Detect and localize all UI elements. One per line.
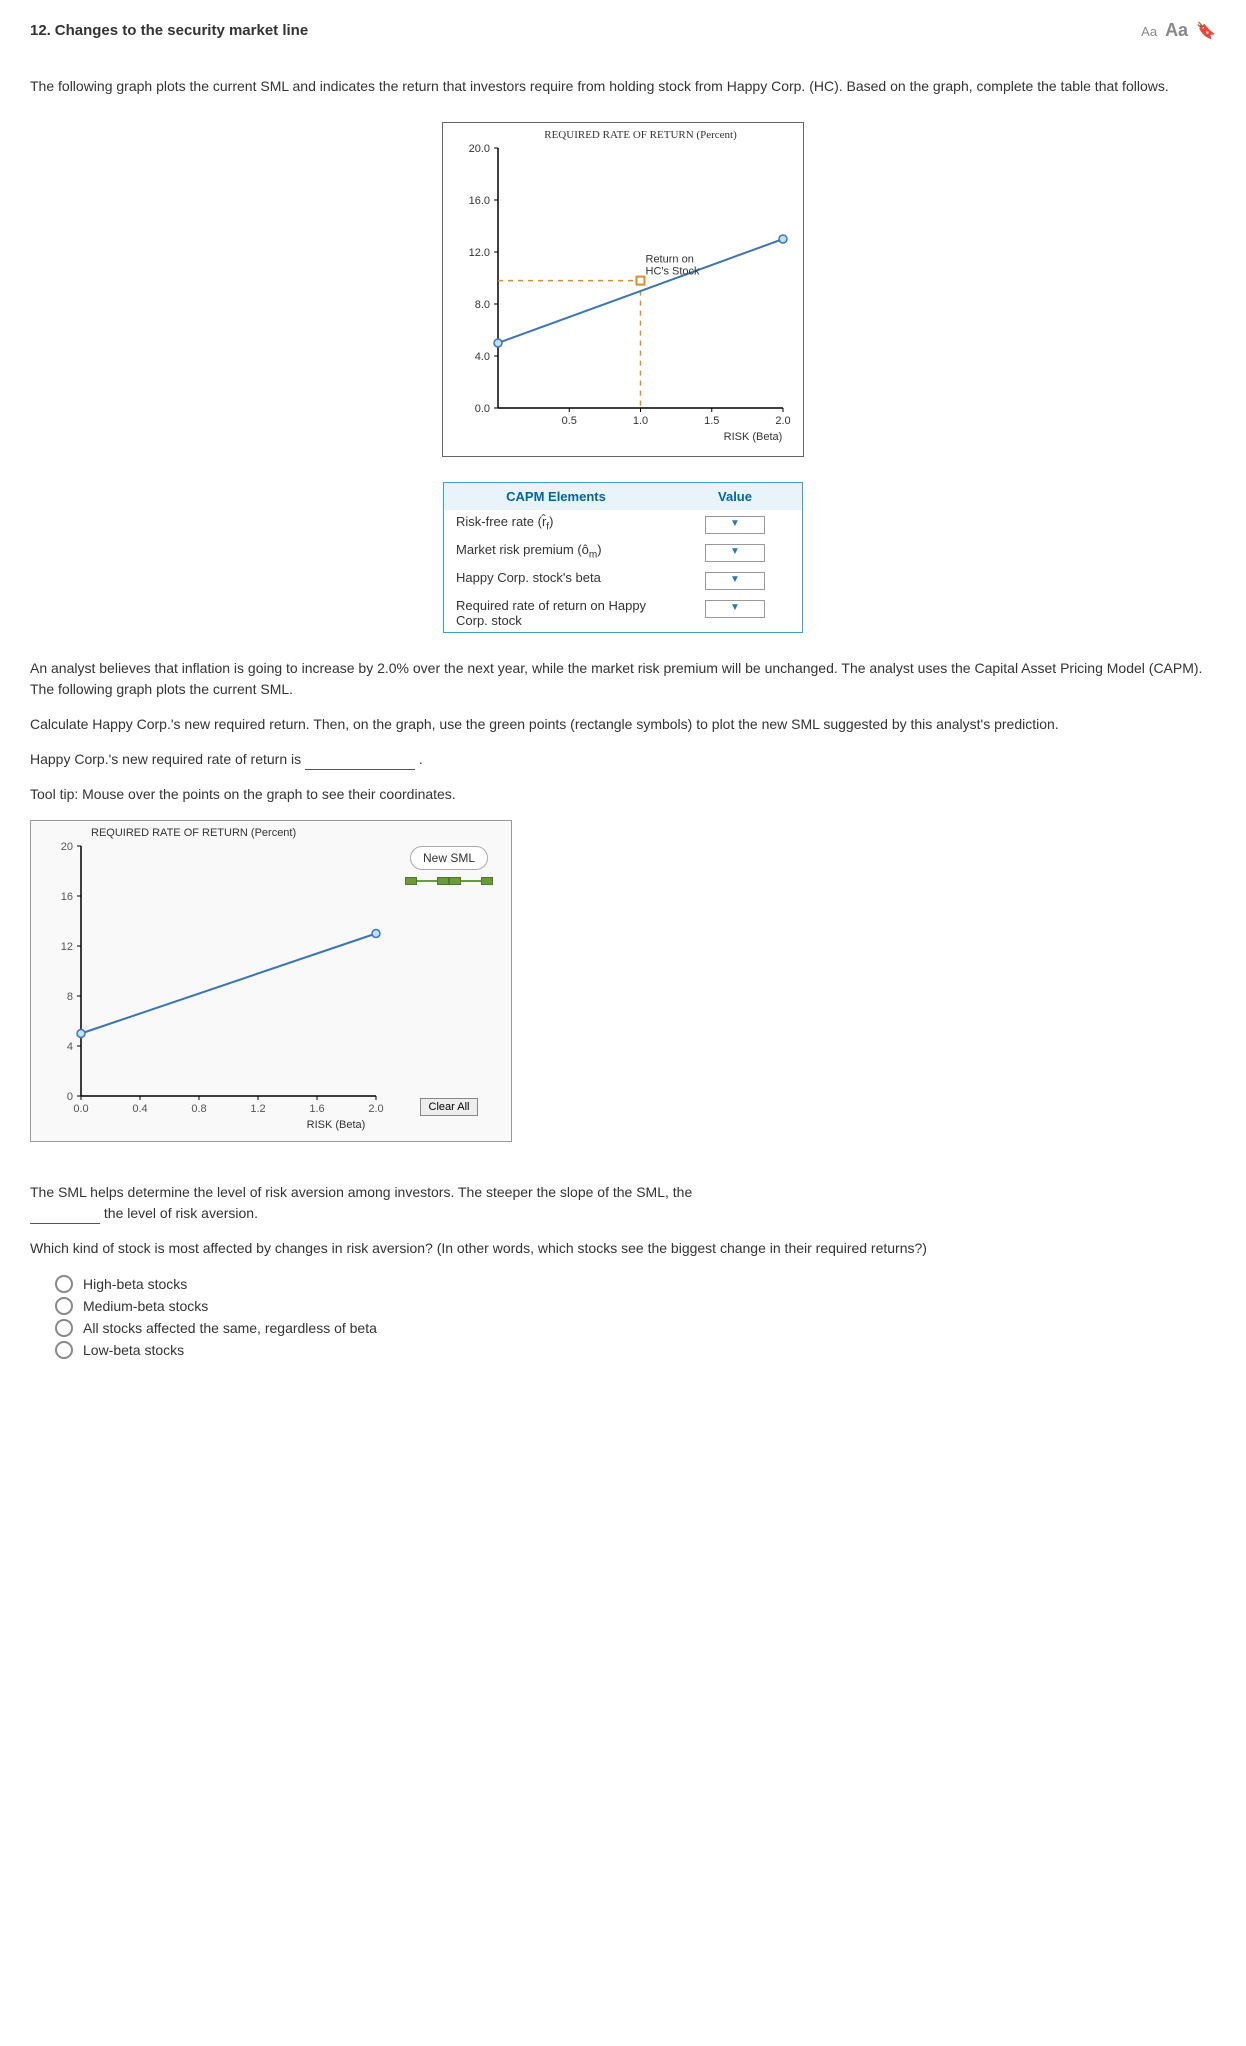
svg-text:20: 20	[61, 841, 73, 853]
font-increase-button[interactable]: Aa	[1165, 20, 1188, 41]
svg-text:16.0: 16.0	[469, 195, 490, 207]
svg-text:1.6: 1.6	[309, 1103, 324, 1115]
capm-table: CAPM Elements Value Risk-free rate (r̂f)…	[443, 482, 803, 633]
radio-label: Low-beta stocks	[83, 1342, 184, 1358]
green-rect-icon	[409, 880, 445, 882]
clear-all-button[interactable]: Clear All	[420, 1098, 479, 1116]
svg-text:0.0: 0.0	[475, 403, 490, 415]
radio-icon[interactable]	[55, 1275, 73, 1293]
graph-tool-palette: New SML Clear All	[391, 821, 507, 1141]
font-decrease-button[interactable]: Aa	[1141, 24, 1157, 39]
question-title: Changes to the security market line	[55, 22, 308, 39]
required-return-blank[interactable]	[305, 755, 415, 770]
question-number: 12.	[30, 22, 51, 39]
svg-text:16: 16	[61, 891, 73, 903]
svg-text:0.0: 0.0	[73, 1103, 88, 1115]
question-header: 12. Changes to the security market line …	[30, 20, 1216, 41]
radio-icon[interactable]	[55, 1297, 73, 1315]
svg-text:4.0: 4.0	[475, 351, 490, 363]
value-dropdown[interactable]: ▼	[705, 600, 765, 618]
radio-label: High-beta stocks	[83, 1276, 187, 1292]
sml-graph-2[interactable]: REQUIRED RATE OF RETURN (Percent) 0 4 8 12 16…	[31, 821, 391, 1141]
svg-text:12: 12	[61, 941, 73, 953]
risk-aversion-sentence: The SML helps determine the level of ris…	[30, 1182, 1216, 1224]
svg-text:HC's Stock: HC's Stock	[646, 266, 701, 278]
analyst-paragraph: An analyst believes that inflation is go…	[30, 658, 1216, 700]
svg-text:0: 0	[67, 1091, 73, 1103]
svg-text:1.2: 1.2	[250, 1103, 265, 1115]
capm-row-label: Market risk premium (ôm)	[444, 538, 669, 566]
new-sml-tool[interactable]: New SML	[410, 846, 488, 870]
radio-option[interactable]: Medium-beta stocks	[55, 1295, 1216, 1317]
instruction-paragraph: Calculate Happy Corp.'s new required ret…	[30, 714, 1216, 735]
value-dropdown[interactable]: ▼	[705, 544, 765, 562]
svg-text:20.0: 20.0	[469, 143, 490, 155]
svg-text:RISK (Beta): RISK (Beta)	[307, 1119, 366, 1131]
risk-aversion-blank[interactable]	[30, 1209, 100, 1224]
capm-row-label: Happy Corp. stock's beta	[444, 566, 669, 594]
capm-col-elements: CAPM Elements	[444, 483, 669, 511]
radio-options: High-beta stocks Medium-beta stocks All st…	[55, 1273, 1216, 1361]
svg-text:0.5: 0.5	[562, 415, 577, 427]
radio-icon[interactable]	[55, 1319, 73, 1337]
svg-text:1.0: 1.0	[633, 415, 648, 427]
bookmark-icon[interactable]: 🔖	[1196, 21, 1216, 41]
capm-row-label: Required rate of return on Happy Corp. s…	[444, 594, 669, 633]
mc-question: Which kind of stock is most affected by …	[30, 1238, 1216, 1259]
svg-text:0.8: 0.8	[191, 1103, 206, 1115]
svg-text:4: 4	[67, 1041, 73, 1053]
svg-text:0.4: 0.4	[132, 1103, 147, 1115]
svg-text:8: 8	[67, 991, 73, 1003]
radio-label: All stocks affected the same, regardless…	[83, 1320, 377, 1336]
svg-text:12.0: 12.0	[469, 247, 490, 259]
svg-text:8.0: 8.0	[475, 299, 490, 311]
svg-text:REQUIRED RATE OF RETURN (Perce: REQUIRED RATE OF RETURN (Percent)	[544, 129, 737, 141]
svg-text:2.0: 2.0	[775, 415, 790, 427]
capm-col-value: Value	[668, 483, 803, 511]
svg-text:RISK (Beta): RISK (Beta)	[724, 431, 783, 443]
required-return-sentence: Happy Corp.'s new required rate of retur…	[30, 749, 1216, 770]
radio-icon[interactable]	[55, 1341, 73, 1359]
svg-text:2.0: 2.0	[368, 1103, 383, 1115]
sml-graph-1: REQUIRED RATE OF RETURN (Percent) 0.0 4.0 8…	[442, 122, 804, 457]
intro-paragraph: The following graph plots the current SM…	[30, 76, 1216, 97]
radio-option[interactable]: High-beta stocks	[55, 1273, 1216, 1295]
green-rect-icon	[453, 880, 489, 882]
value-dropdown[interactable]: ▼	[705, 516, 765, 534]
tooltip-text: Tool tip: Mouse over the points on the g…	[30, 784, 1216, 805]
value-dropdown[interactable]: ▼	[705, 572, 765, 590]
font-size-controls: Aa Aa 🔖	[1141, 20, 1216, 41]
radio-option[interactable]: Low-beta stocks	[55, 1339, 1216, 1361]
svg-text:REQUIRED RATE OF RETURN (Perce: REQUIRED RATE OF RETURN (Percent)	[91, 827, 296, 839]
radio-label: Medium-beta stocks	[83, 1298, 208, 1314]
radio-option[interactable]: All stocks affected the same, regardless…	[55, 1317, 1216, 1339]
svg-text:Return on: Return on	[646, 254, 694, 266]
capm-row-label: Risk-free rate (r̂f)	[444, 510, 669, 538]
interactive-graph-panel: REQUIRED RATE OF RETURN (Percent) 0 4 8 12 16…	[30, 820, 512, 1142]
svg-text:1.5: 1.5	[704, 415, 719, 427]
